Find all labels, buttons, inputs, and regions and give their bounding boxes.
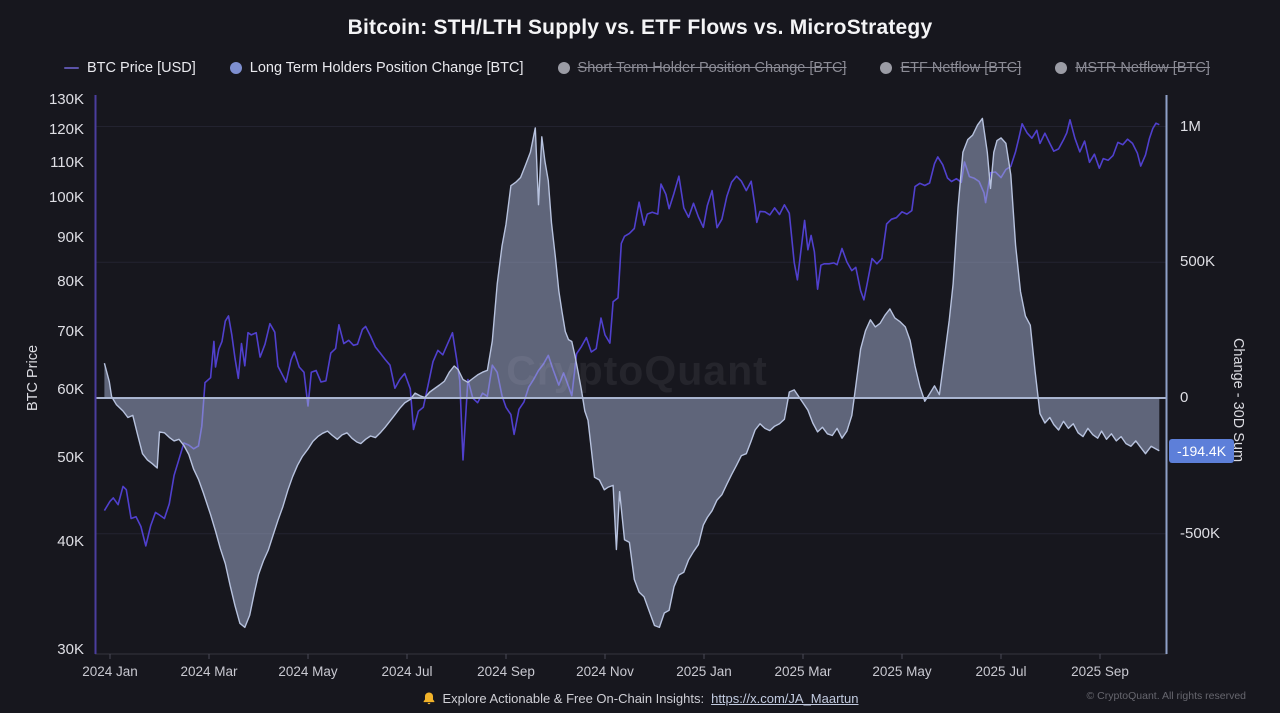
x-axis-tick-2025-mar: 2025 Mar [774,664,832,679]
legend-item-mstr-netflow[interactable]: MSTR Netflow [BTC] [1055,60,1210,76]
legend-item-lth-position-change[interactable]: Long Term Holders Position Change [BTC] [229,60,524,76]
right-axis-tick-500k: 500K [1180,253,1216,271]
left-axis-tick-90k: 90K [57,228,84,246]
footer-bar: Explore Actionable & Free On-Chain Insig… [0,691,1280,706]
left-axis-tick-60k: 60K [57,381,84,399]
footer-link[interactable]: https://x.com/JA_Maartun [711,691,859,706]
footer-notice: Explore Actionable & Free On-Chain Insig… [442,691,705,706]
legend-item-label: Long Term Holders Position Change [BTC] [249,60,524,76]
circle-marker-icon [880,62,893,74]
x-axis-tick-2025-sep: 2025 Sep [1071,664,1129,679]
left-axis-tick-80k: 80K [57,273,84,291]
left-axis-tick-50k: 50K [57,449,84,467]
lth-position-change-area [104,118,1160,628]
x-axis-tick-2025-jul: 2025 Jul [975,664,1027,679]
lth-position-change-edge [103,117,1160,629]
x-axis-tick-2024-mar: 2024 Mar [180,664,238,679]
left-axis-tick-70k: 70K [57,323,84,341]
right-axis-tick--500k: -500K [1180,524,1221,542]
legend-item-label: ETF Netflow [BTC] [900,60,1022,76]
right-axis-tick-0: 0 [1180,389,1189,406]
legend-item-btc-price[interactable]: BTC Price [USD] [64,60,196,76]
x-axis-tick-2024-sep: 2024 Sep [477,664,535,679]
legend-item-label: BTC Price [USD] [87,60,196,76]
right-axis-tick-1m: 1M [1180,117,1201,135]
page-title: Bitcoin: STH/LTH Supply vs. ETF Flows vs… [347,16,933,39]
x-axis-tick-2024-jul: 2024 Jul [381,664,433,679]
left-axis-tick-100k: 100K [48,189,84,207]
circle-marker-icon [229,62,242,74]
chart-legend: BTC Price [USD] Long Term Holders Positio… [64,60,1210,76]
left-axis-tick-120k: 120K [48,121,84,139]
left-axis-tick-30k: 30K [57,641,84,659]
x-axis-tick-2025-may: 2025 May [872,664,932,679]
x-axis-tick-2025-jan: 2025 Jan [676,664,732,679]
x-axis-tick-2024-jan: 2024 Jan [82,664,138,679]
last-value-badge: -194.4K [1169,438,1235,463]
left-axis-tick-40k: 40K [57,533,84,551]
legend-item-etf-netflow[interactable]: ETF Netflow [BTC] [880,60,1021,76]
left-axis-tick-110k: 110K [50,153,84,171]
left-axis-title: BTC Price [25,344,41,412]
circle-marker-icon [1055,62,1068,74]
copyright-text: © CryptoQuant. All rights reserved [1086,690,1246,702]
x-axis-tick-2024-may: 2024 May [278,664,338,679]
line-marker-icon [64,66,79,70]
bell-icon [423,692,434,705]
circle-marker-icon [557,62,570,74]
left-axis-tick-130k: 130K [48,91,84,108]
legend-item-label: MSTR Netflow [BTC] [1075,60,1210,76]
legend-item-label: Short Term Holder Position Change [BTC] [577,60,847,76]
x-axis-tick-2024-nov: 2024 Nov [576,664,634,679]
legend-item-sth-position-change[interactable]: Short Term Holder Position Change [BTC] [557,60,847,76]
